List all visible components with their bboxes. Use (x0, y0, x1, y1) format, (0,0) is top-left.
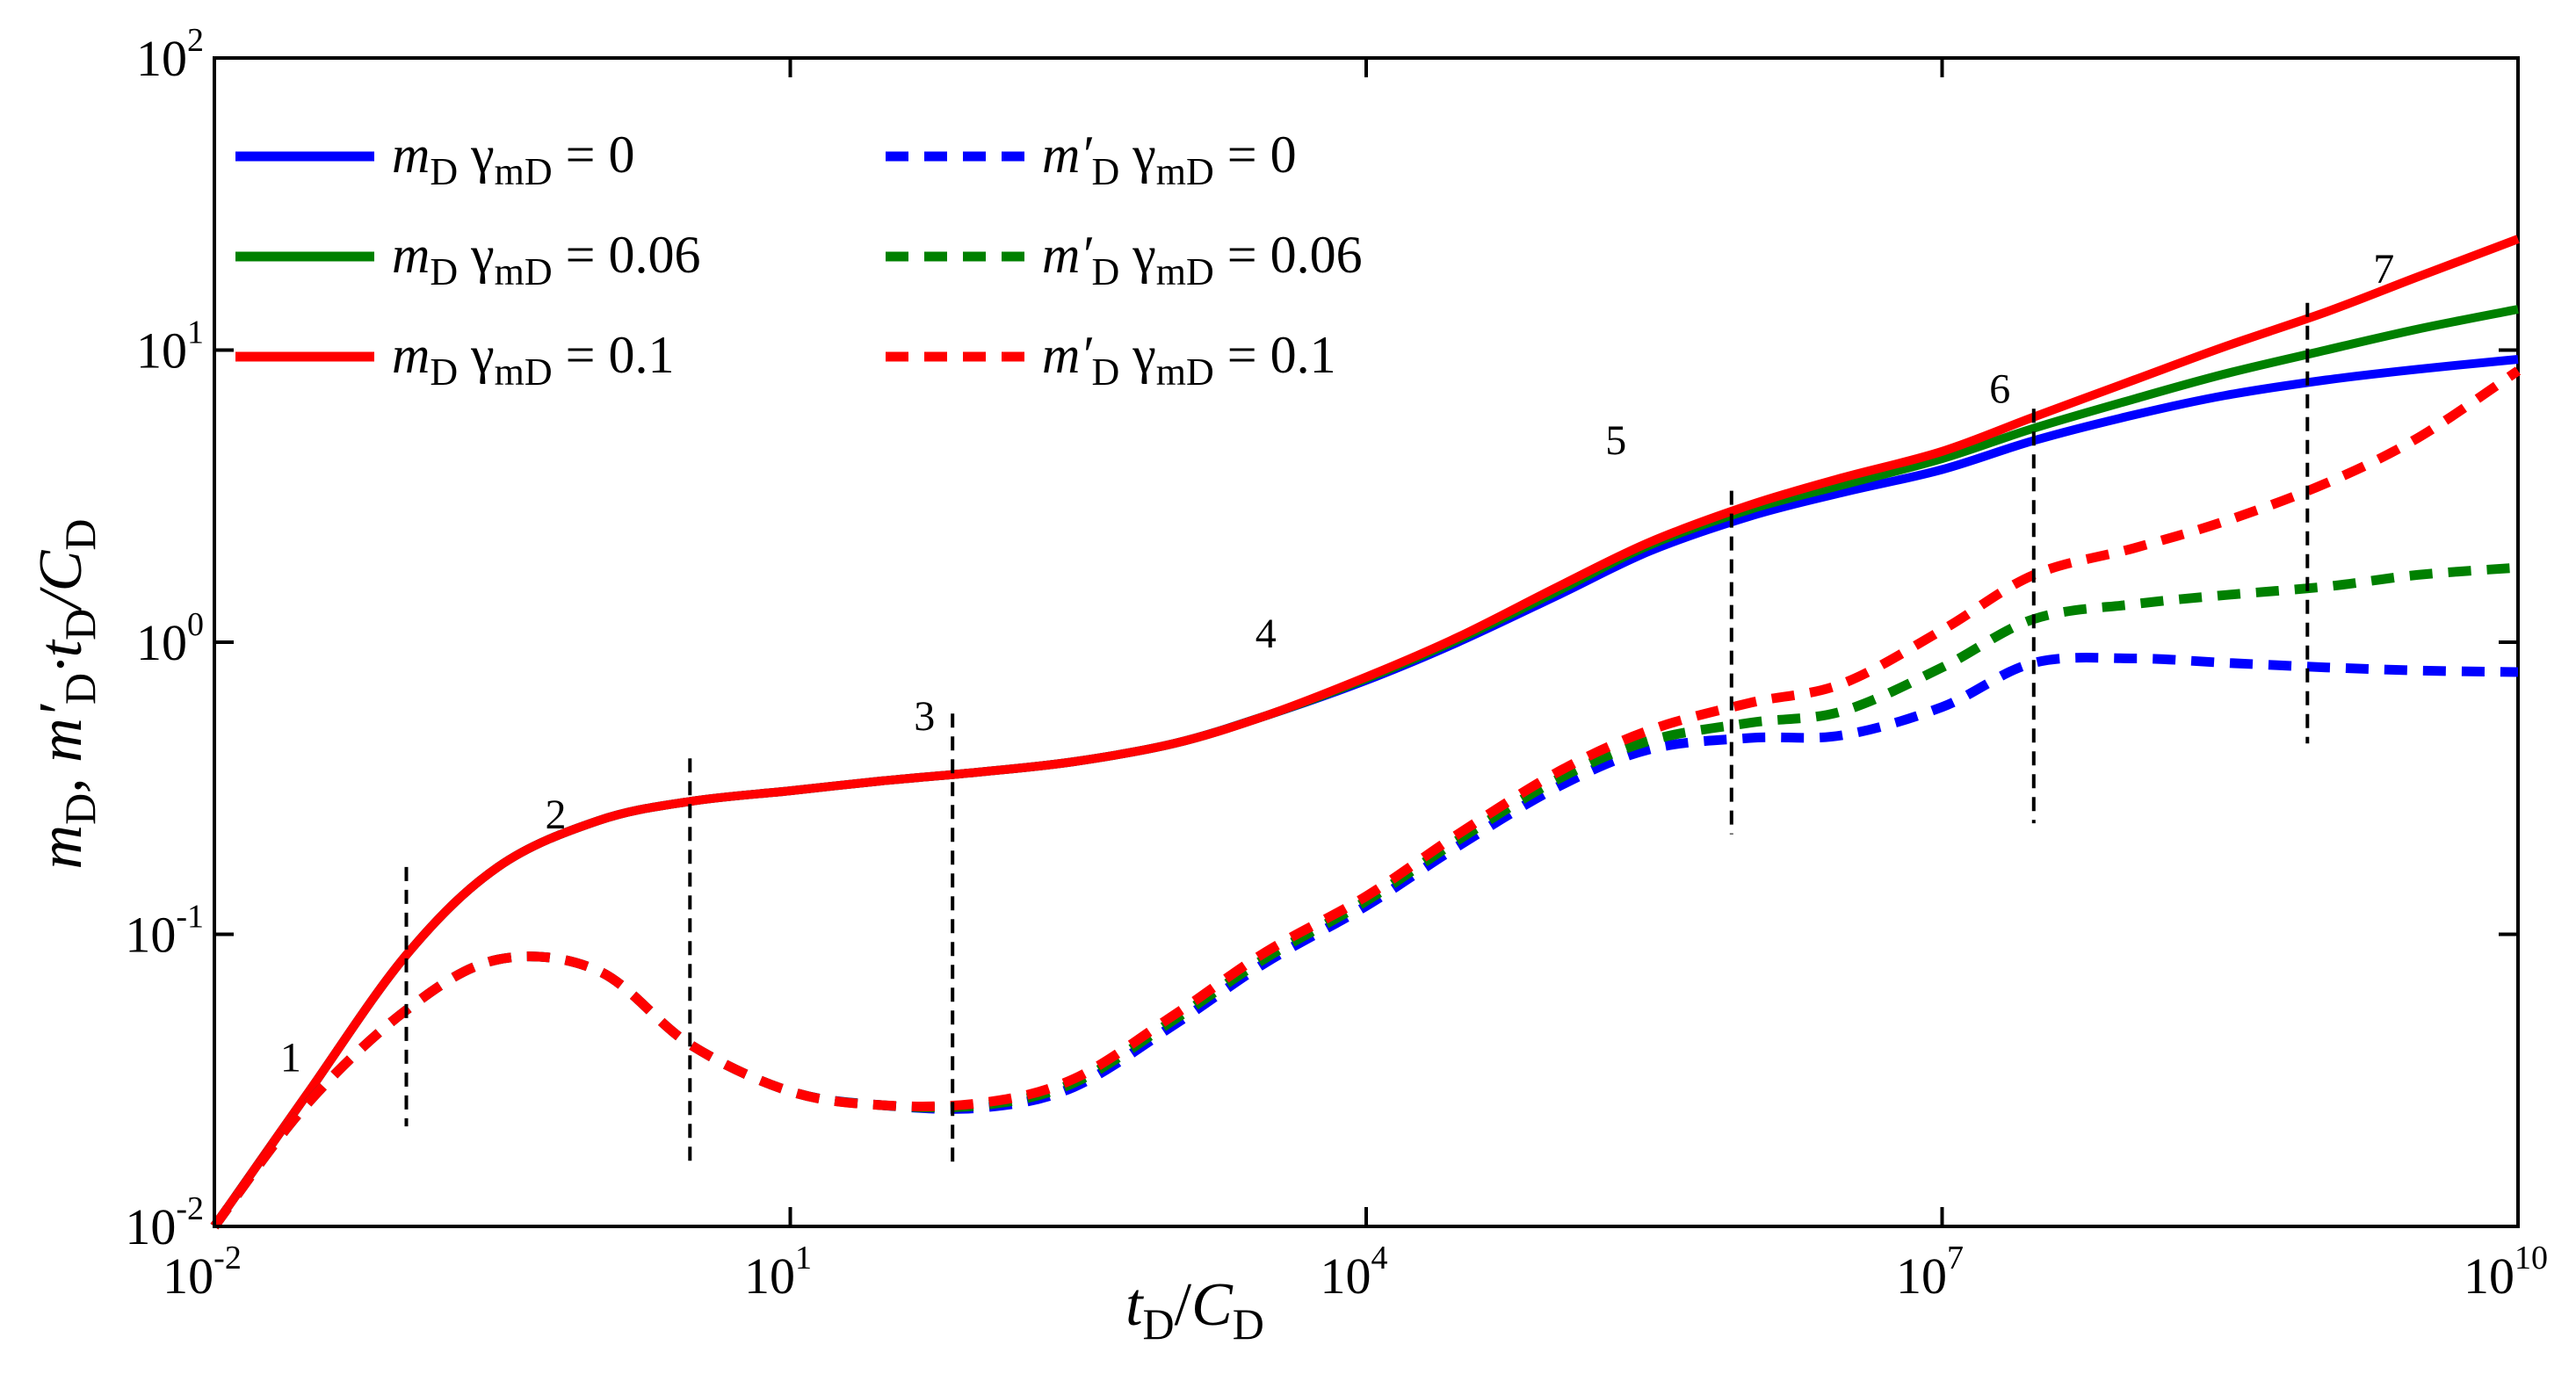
region-label-3: 3 (914, 693, 935, 740)
series-layer (210, 235, 2522, 1230)
y-tick-label: 10-1 (125, 899, 204, 964)
x-tick-label: 10-2 (163, 1240, 242, 1305)
region-label-1: 1 (280, 1034, 301, 1081)
legend-label-dmD-0.1: m′D γmD = 0.1 (1042, 326, 1336, 394)
series-line-dmD-0 (210, 653, 2519, 1230)
region-label-7: 7 (2373, 246, 2394, 293)
y-tick-label: 101 (136, 315, 204, 380)
series-line-mD-0.1 (210, 235, 2520, 1229)
y-tick-label: 100 (136, 606, 204, 671)
y-tick-label: 102 (136, 22, 204, 87)
region-labels: 1 2 3 4 5 6 7 (280, 246, 2394, 1081)
series-line-dmD-0.1 (210, 366, 2522, 1230)
region-label-5: 5 (1605, 417, 1626, 464)
legend-label-dmD-0.06: m′D γmD = 0.06 (1042, 226, 1363, 293)
legend: mD γmD = 0 mD γmD = 0.06 mD γmD = 0.1 m′D γ… (235, 126, 1363, 394)
region-label-2: 2 (546, 792, 567, 838)
series-line-mD-0.06 (210, 305, 2519, 1229)
y-axis-label: mD, m′D·tD/CD (27, 519, 105, 870)
legend-label-mD-0.1: mD γmD = 0.1 (392, 326, 674, 394)
y-tick-label: 10-2 (125, 1190, 204, 1255)
x-tick-label: 1010 (2464, 1240, 2548, 1305)
x-tick-label: 101 (744, 1240, 812, 1305)
region-label-6: 6 (1989, 366, 2010, 413)
x-tick-label: 104 (1321, 1240, 1388, 1305)
region-label-4: 4 (1255, 611, 1277, 657)
axis-ticks: 10-2 101 104 107 1010 10-2 10-1 100 101 102 (125, 22, 2548, 1305)
legend-label-mD-0: mD γmD = 0 (392, 126, 634, 193)
legend-label-dmD-0: m′D γmD = 0 (1042, 126, 1297, 193)
legend-label-mD-0.06: mD γmD = 0.06 (392, 226, 700, 293)
x-tick-label: 107 (1896, 1240, 1964, 1305)
divider-layer (404, 302, 2310, 1168)
x-axis-label: tD/CD (1125, 1271, 1264, 1349)
